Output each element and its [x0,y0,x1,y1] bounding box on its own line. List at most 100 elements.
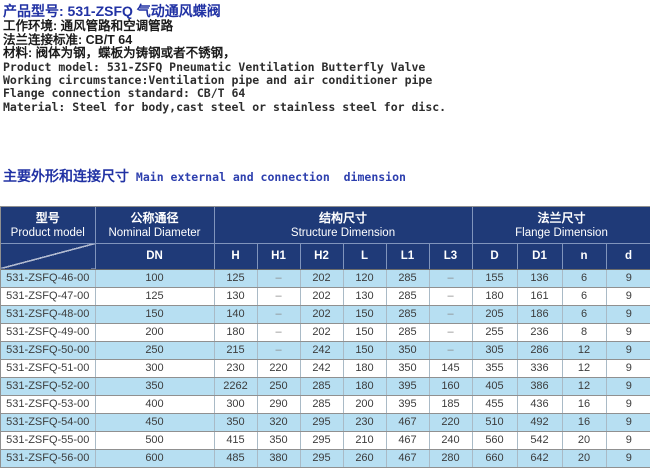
value-cell: 285 [386,269,430,288]
value-cell: 386 [517,377,563,396]
value-cell: – [257,323,301,342]
value-cell: 9 [606,323,650,342]
value-cell: – [429,323,473,342]
value-cell: 295 [300,449,344,467]
sub-header-l3: L3 [429,243,473,270]
header-model-en: Product model [10,227,85,240]
value-cell: 6 [562,287,607,306]
header-structure-cn: 结构尺寸 [318,211,367,226]
value-cell: 250 [257,377,301,396]
value-cell: 9 [606,341,650,360]
value-cell: 205 [472,305,518,324]
value-cell: 6 [562,269,607,288]
product-title-cn: 产品型号: 531-ZSFQ 气动通风蝶阀 [3,3,221,19]
value-cell: 642 [517,449,563,467]
table-row: 531-ZSFQ-51-00 300 230 220 242 180 350 145 355 33… [1,359,650,378]
value-cell: 130 [343,287,387,306]
value-cell: 286 [517,341,563,360]
table-row: 531-ZSFQ-47-00 125 130–202 130 285–180 161 6 9 [1,287,650,306]
value-cell: 285 [386,305,430,324]
model-cell: 531-ZSFQ-47-00 [1,287,96,306]
model-cell: 531-ZSFQ-51-00 [1,359,96,378]
value-cell: 145 [429,359,473,378]
value-cell: 9 [606,269,650,288]
value-cell: 6 [562,305,607,324]
value-cell: 180 [343,377,387,396]
model-cell: 531-ZSFQ-54-00 [1,413,96,432]
model-cell: 531-ZSFQ-55-00 [1,431,96,450]
working-circumstance-en: Working circumstance:Ventilation pipe an… [3,72,433,87]
value-cell: 202 [300,305,344,324]
value-cell: 380 [257,449,301,467]
value-cell: – [257,305,301,324]
col-header-nominal-diameter: 公称通径 Nominal Diameter [95,207,215,244]
value-cell: 260 [343,449,387,467]
value-cell: 280 [429,449,473,467]
value-cell: – [257,269,301,288]
value-cell: 542 [517,431,563,450]
table-row: 531-ZSFQ-53-00 400 300 290 285 200 395 185 455 43… [1,395,650,414]
value-cell: 200 [95,323,215,342]
value-cell: 415 [214,431,258,450]
header-nominal-en: Nominal Diameter [108,227,201,240]
value-cell: 185 [429,395,473,414]
dimension-table-wrapper: 型号 Product model 公称通径 Nominal Diameter 结… [0,206,650,468]
flange-standard-en: Flange connection standard: CB/T 64 [3,86,246,101]
model-cell: 531-ZSFQ-48-00 [1,305,96,324]
value-cell: 295 [300,413,344,432]
value-cell: 300 [95,359,215,378]
value-cell: 455 [472,395,518,414]
value-cell: 285 [300,395,344,414]
value-cell: 242 [300,341,344,360]
col-header-flange-dimension: 法兰尺寸 Flange Dimension [472,207,650,244]
header-nominal-cn: 公称通径 [130,211,179,226]
value-cell: – [257,341,301,360]
header-flange-cn: 法兰尺寸 [537,211,586,226]
value-cell: 180 [343,359,387,378]
value-cell: 186 [517,305,563,324]
value-cell: 155 [472,269,518,288]
sub-header-d1: D1 [517,243,563,270]
table-row: 531-ZSFQ-56-00 600 485 380 295 260 467 280 660 64… [1,449,650,467]
value-cell: 450 [95,413,215,432]
value-cell: 242 [300,359,344,378]
value-cell: 9 [606,287,650,306]
value-cell: 236 [517,323,563,342]
value-cell: 560 [472,431,518,450]
table-row: 531-ZSFQ-50-00 250 215–242 150 350–305 286 12 9 [1,341,650,360]
material-en: Material: Steel for body,cast steel or s… [3,99,447,114]
value-cell: 290 [257,395,301,414]
value-cell: 180 [472,287,518,306]
value-cell: 100 [95,269,215,288]
value-cell: 200 [343,395,387,414]
value-cell: 295 [300,431,344,450]
value-cell: 320 [257,413,301,432]
value-cell: 16 [562,395,607,414]
value-cell: 467 [386,413,430,432]
value-cell: 9 [606,413,650,432]
value-cell: 20 [562,449,607,467]
value-cell: 125 [95,287,215,306]
value-cell: 300 [214,395,258,414]
product-info-block: 产品型号: 531-ZSFQ 气动通风蝶阀 工作环境: 通风管路和空调管路 法兰… [3,3,446,114]
sub-header-l1: L1 [386,243,430,270]
header-structure-en: Structure Dimension [290,227,396,240]
value-cell: 492 [517,413,563,432]
table-row: 531-ZSFQ-49-00 200 180–202 150 285–255 236 8 9 [1,323,650,342]
material-cn: 材料: 阀体为钢，蝶板为铸钢或者不锈钢， [3,46,236,60]
value-cell: 230 [343,413,387,432]
value-cell: 210 [343,431,387,450]
value-cell: 255 [472,323,518,342]
value-cell: 140 [214,305,258,324]
col-header-structure-dimension: 结构尺寸 Structure Dimension [214,207,473,244]
value-cell: 285 [386,287,430,306]
value-cell: 350 [257,431,301,450]
value-cell: 12 [562,359,607,378]
value-cell: 12 [562,341,607,360]
value-cell: 285 [386,323,430,342]
model-cell: 531-ZSFQ-56-00 [1,449,96,467]
model-cell: 531-ZSFQ-53-00 [1,395,96,414]
value-cell: 120 [343,269,387,288]
table-row: 531-ZSFQ-46-00 100 125–202 120 285–155 136 6 9 [1,269,650,288]
